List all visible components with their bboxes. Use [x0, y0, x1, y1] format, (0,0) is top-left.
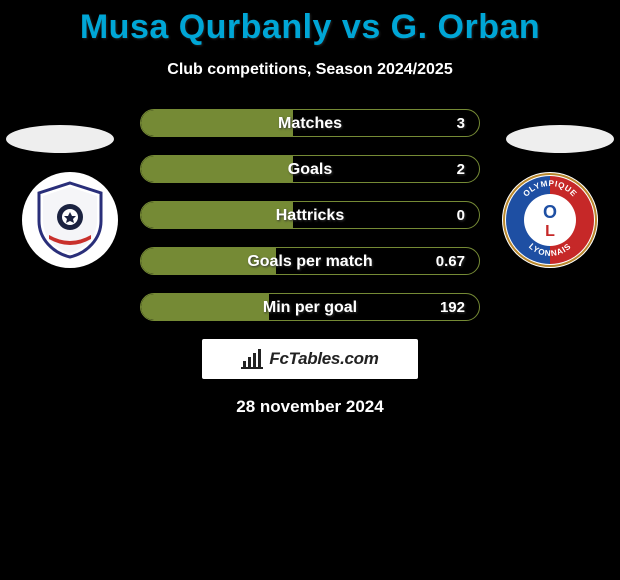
stat-label: Hattricks — [141, 202, 479, 229]
stat-label: Goals — [141, 156, 479, 183]
stat-label: Min per goal — [141, 294, 479, 321]
svg-text:O: O — [543, 202, 557, 222]
club-logo-icon: O L OLYMPIQUE LYONNAIS — [502, 172, 598, 268]
stat-value: 2 — [457, 156, 465, 183]
stat-label: Goals per match — [141, 248, 479, 275]
stat-value: 3 — [457, 110, 465, 137]
stat-row-goals-per-match: Goals per match 0.67 — [140, 247, 480, 275]
stat-value: 0 — [457, 202, 465, 229]
subtitle: Club competitions, Season 2024/2025 — [0, 61, 620, 79]
date-label: 28 november 2024 — [0, 397, 620, 417]
player-right-flag — [506, 125, 614, 153]
brand-box[interactable]: FcTables.com — [202, 339, 418, 379]
stat-label: Matches — [141, 110, 479, 137]
shield-icon — [35, 181, 105, 259]
club-badge-left — [22, 172, 118, 268]
stat-row-min-per-goal: Min per goal 192 — [140, 293, 480, 321]
stat-row-goals: Goals 2 — [140, 155, 480, 183]
brand-text: FcTables.com — [269, 349, 378, 369]
player-left-flag — [6, 125, 114, 153]
stat-value: 0.67 — [436, 248, 465, 275]
stat-row-hattricks: Hattricks 0 — [140, 201, 480, 229]
page-title: Musa Qurbanly vs G. Orban — [0, 0, 620, 47]
bar-chart-icon — [241, 349, 263, 369]
stat-value: 192 — [440, 294, 465, 321]
club-badge-right: O L OLYMPIQUE LYONNAIS — [502, 172, 598, 268]
svg-text:L: L — [545, 223, 555, 240]
stat-row-matches: Matches 3 — [140, 109, 480, 137]
stats-container: Matches 3 Goals 2 Hattricks 0 Goals per … — [140, 109, 480, 321]
